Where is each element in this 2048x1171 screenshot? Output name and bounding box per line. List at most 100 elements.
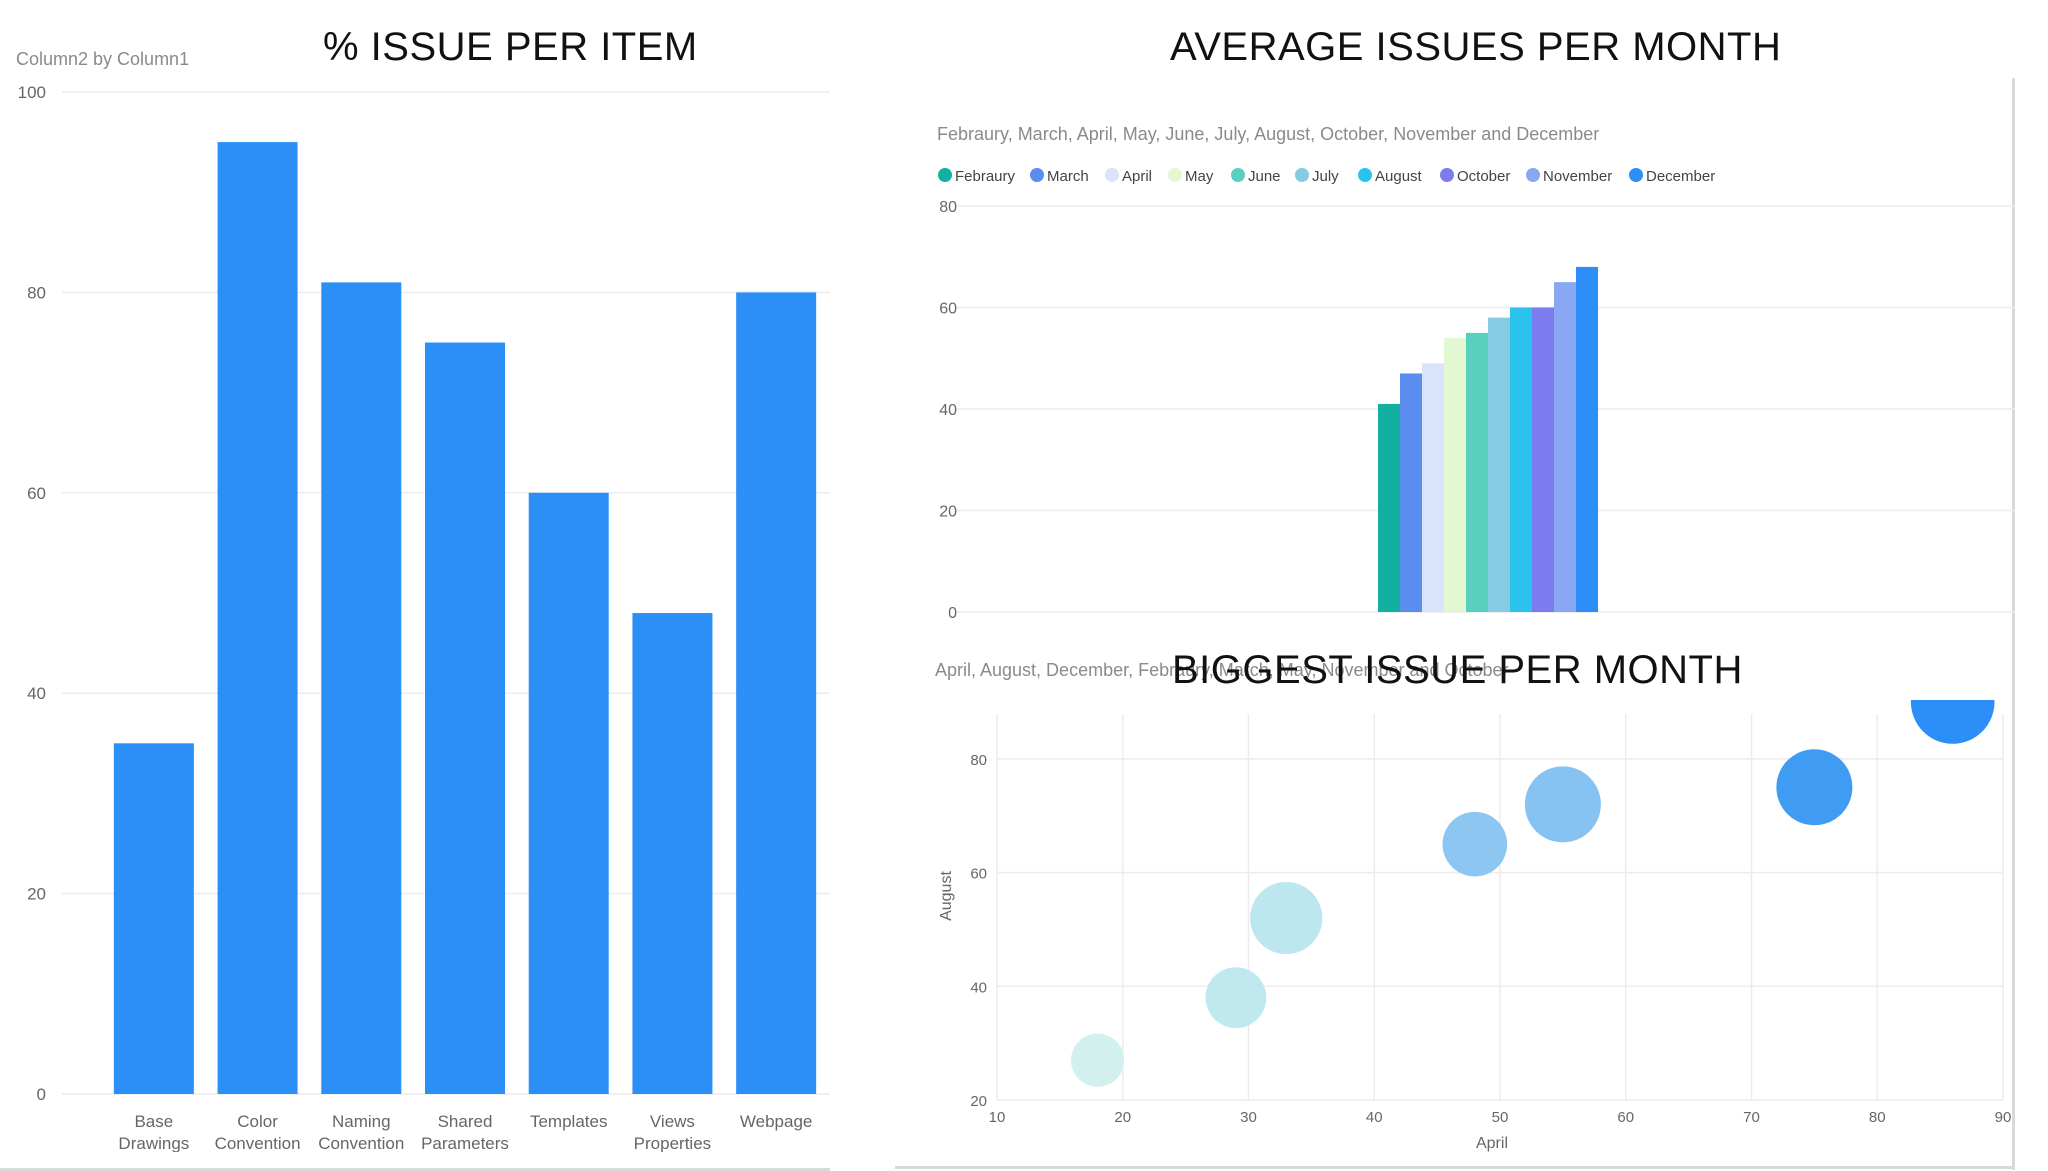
bubble-point: [1776, 749, 1853, 826]
bar-y-tick-label: 0: [37, 1085, 46, 1104]
bar-x-tick-line: Webpage: [740, 1112, 812, 1131]
bar-color-convention: [217, 142, 298, 1095]
bubble-x-tick-label: 20: [1114, 1109, 1131, 1126]
bar-base-drawings: [113, 743, 194, 1094]
bar-x-tick-label: Views Properties: [634, 1112, 711, 1152]
legend-label-febraury: Febraury: [955, 168, 1016, 185]
bubble-x-tick-label: 80: [1869, 1109, 1886, 1126]
month-bar-december: [1576, 266, 1598, 612]
bar-x-tick-line: Convention: [318, 1134, 404, 1152]
right-bottom-chart-title: BIGGEST ISSUE PER MONTH: [1172, 648, 1743, 692]
bar-x-tick-line: Templates: [530, 1112, 607, 1131]
bar-x-tick-label: Shared Parameters: [421, 1112, 509, 1152]
bar-x-tick-line: Parameters: [421, 1134, 509, 1152]
bar-views-properties: [632, 613, 713, 1094]
bar-x-tick-line: Base: [134, 1112, 173, 1131]
legend-swatch-may: [1168, 168, 1182, 182]
legend-label-april: April: [1122, 168, 1152, 185]
bar-x-tick-line: Color: [237, 1112, 278, 1131]
month-bar-may: [1444, 337, 1466, 612]
bar-x-tick-line: Properties: [634, 1134, 711, 1152]
month-y-tick-label: 40: [939, 402, 957, 419]
bar-chart-bars: [113, 142, 817, 1095]
bubble-y-tick-label: 40: [970, 979, 987, 996]
month-chart-subtitle: Febraury, March, April, May, June, July,…: [937, 124, 1599, 144]
bubble-chart-gridlines: [996, 714, 2004, 1101]
bar-x-tick-label: Templates: [530, 1112, 607, 1131]
bar-x-tick-line: Views: [650, 1112, 695, 1131]
month-chart-legend: Febraury March April May June July August Octob…: [938, 168, 1715, 185]
bubble-y-tick-label: 20: [970, 1093, 987, 1110]
bubble-chart-points: [1071, 700, 1995, 1087]
bubble-point: [1524, 766, 1601, 843]
bar-naming-convention: [321, 282, 402, 1094]
bubble-y-tick-label: 60: [970, 866, 987, 883]
month-bar-febraury: [1378, 403, 1400, 612]
bar-y-tick-label: 80: [27, 283, 46, 302]
legend-swatch-december: [1629, 168, 1643, 182]
bar-y-tick-label: 60: [27, 484, 46, 503]
bar-chart-x-axis: Base Drawings Color Convention Naming Convent…: [118, 1112, 812, 1152]
legend-label-may: May: [1185, 168, 1214, 185]
legend-swatch-febraury: [938, 168, 952, 182]
legend-swatch-june: [1231, 168, 1245, 182]
bubble-point: [1442, 811, 1508, 877]
bubble-point: [1071, 1033, 1125, 1087]
legend-swatch-october: [1440, 168, 1454, 182]
bubble-x-tick-label: 10: [989, 1109, 1006, 1126]
month-chart-bars: [1378, 266, 1598, 612]
issue-per-item-bar-chart: Column2 by Column1 0 20 40 60 80 100 Base Draw…: [16, 49, 830, 1152]
legend-label-december: December: [1646, 168, 1715, 185]
bubble-y-tick-label: 80: [970, 752, 987, 769]
bar-chart-y-axis: 0 20 40 60 80 100: [18, 83, 46, 1104]
bar-y-tick-label: 40: [27, 684, 46, 703]
legend-label-july: July: [1312, 168, 1339, 185]
legend-swatch-april: [1105, 168, 1119, 182]
bubble-point: [1250, 881, 1323, 955]
month-bar-june: [1466, 332, 1488, 612]
month-y-tick-label: 0: [948, 605, 957, 622]
legend-label-november: November: [1543, 168, 1612, 185]
legend-label-june: June: [1248, 168, 1281, 185]
bubble-chart-x-label: April: [1476, 1135, 1508, 1152]
month-bar-march: [1400, 373, 1422, 612]
legend-label-march: March: [1047, 168, 1089, 185]
legend-swatch-march: [1030, 168, 1044, 182]
bar-x-tick-line: Drawings: [118, 1134, 189, 1152]
left-chart-title: % ISSUE PER ITEM: [323, 25, 698, 69]
legend-swatch-july: [1295, 168, 1309, 182]
right-top-chart-title: AVERAGE ISSUES PER MONTH: [1170, 25, 1782, 69]
bubble-point: [1205, 967, 1267, 1029]
month-bar-april: [1422, 363, 1444, 612]
bubble-x-tick-label: 40: [1366, 1109, 1383, 1126]
bar-chart-subtitle: Column2 by Column1: [16, 49, 189, 69]
legend-swatch-november: [1526, 168, 1540, 182]
month-bar-july: [1488, 317, 1510, 612]
right-panel-right-border: [2012, 78, 2015, 1170]
legend-swatch-august: [1358, 168, 1372, 182]
month-y-tick-label: 60: [939, 301, 957, 318]
bubble-x-tick-label: 70: [1743, 1109, 1760, 1126]
bar-templates: [528, 492, 609, 1094]
bar-x-tick-line: Shared: [438, 1112, 493, 1131]
biggest-issue-bubble-chart: April, August, December, Febraury, March…: [935, 660, 2011, 1152]
month-bar-august: [1510, 307, 1532, 612]
month-bar-october: [1532, 307, 1554, 612]
bubble-chart-y-label: August: [938, 871, 955, 921]
bubble-x-tick-label: 90: [1995, 1109, 2012, 1126]
bar-x-tick-line: Naming: [332, 1112, 391, 1131]
bubble-x-tick-label: 30: [1240, 1109, 1257, 1126]
bubble-x-tick-label: 50: [1492, 1109, 1509, 1126]
legend-label-august: August: [1375, 168, 1423, 185]
month-y-tick-label: 80: [939, 199, 957, 216]
month-y-tick-label: 20: [939, 504, 957, 521]
bar-x-tick-line: Convention: [215, 1134, 301, 1152]
bubble-chart-subtitle: April, August, December, Febraury, March…: [935, 660, 1509, 680]
bubble-point: [1910, 700, 1995, 744]
bar-x-tick-label: Base Drawings: [118, 1112, 189, 1152]
bar-x-tick-label: Webpage: [740, 1112, 812, 1131]
month-chart-y-axis: 0 20 40 60 80: [939, 199, 957, 622]
legend-label-october: October: [1457, 168, 1510, 185]
bubble-x-tick-label: 60: [1617, 1109, 1634, 1126]
